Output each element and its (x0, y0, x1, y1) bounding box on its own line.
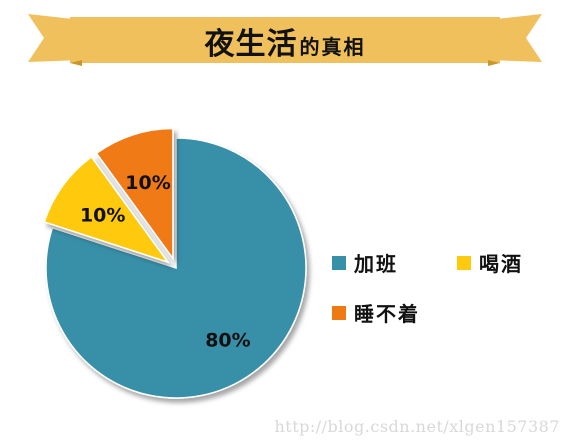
chart-legend: 加班 喝酒 睡不着 (332, 248, 562, 328)
legend-item-drinking: 喝酒 (457, 248, 523, 277)
legend-swatch-overtime (332, 255, 346, 270)
title-banner (28, 14, 542, 66)
title-sub: 的真相 (299, 34, 366, 59)
pie-slice-overtime (45, 137, 307, 399)
pie-slice-cannot-sleep (95, 127, 174, 261)
pie-label-cannot-sleep: 10% (125, 172, 170, 194)
pie-label-drinking: 10% (80, 205, 125, 227)
legend-swatch-drinking (457, 255, 471, 270)
pie-slice-drinking (43, 155, 170, 264)
legend-item-overtime: 加班 (332, 248, 398, 277)
banner-right-tail (488, 14, 542, 62)
legend-label-overtime: 加班 (354, 252, 398, 276)
banner-left-tail (28, 14, 82, 62)
chart-title: 夜生活 的真相 (0, 16, 570, 66)
pie-label-overtime: 80% (205, 330, 250, 352)
title-main: 夜生活 (204, 27, 298, 62)
legend-item-cannot-sleep: 睡不着 (332, 298, 420, 327)
legend-swatch-cannot-sleep (332, 305, 346, 320)
watermark: http://blog.csdn.net/xlgen157387 (274, 417, 560, 436)
legend-label-drinking: 喝酒 (479, 252, 523, 276)
legend-label-cannot-sleep: 睡不着 (354, 302, 420, 326)
banner-band (70, 17, 500, 63)
